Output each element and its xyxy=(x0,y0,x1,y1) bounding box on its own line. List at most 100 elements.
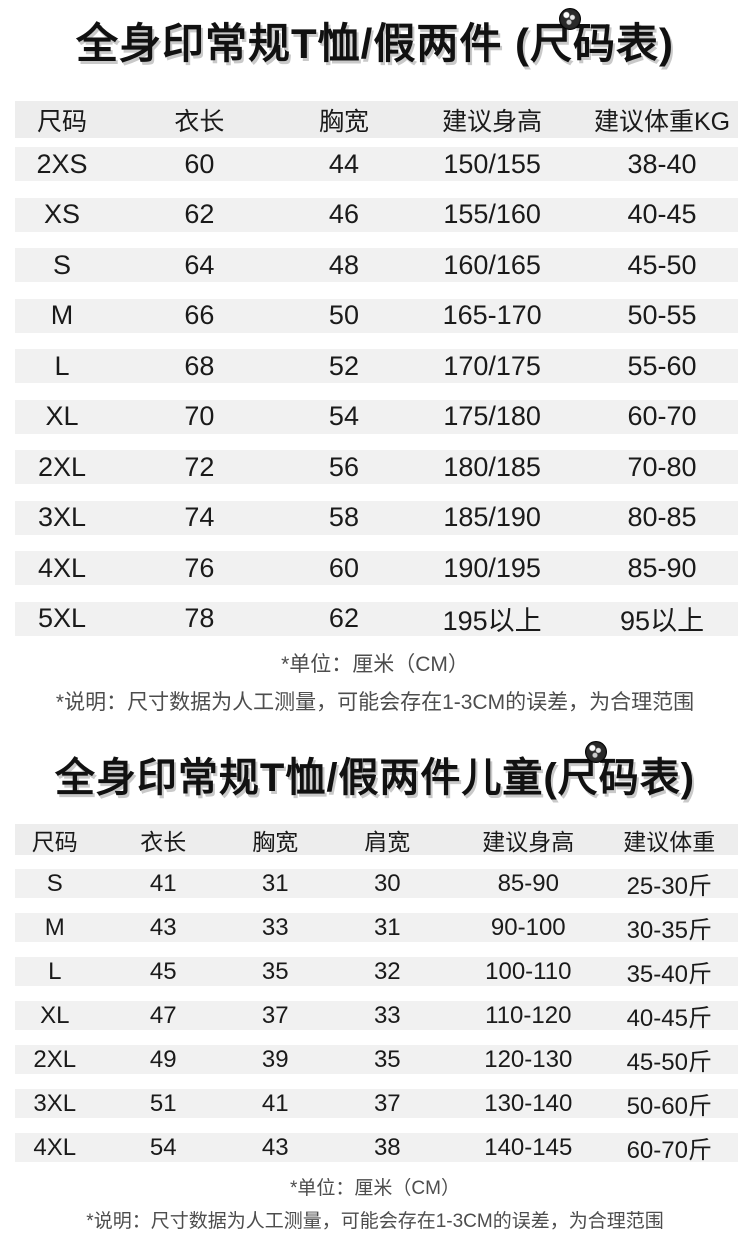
cell-weight: 85-90 xyxy=(627,552,697,583)
cell-length: 47 xyxy=(149,1001,177,1029)
header-cell-size: 尺码 xyxy=(36,107,87,136)
cell-height: 170/175 xyxy=(443,350,541,381)
cell-chest: 31 xyxy=(261,869,289,897)
cell-size: 2XS xyxy=(36,148,88,179)
title-ruler-char: 尺 xyxy=(530,8,581,73)
header-cell-weight: 建议体重 xyxy=(623,828,716,855)
measurement-note-kids: *说明：尺寸数据为人工测量，可能会存在1-3CM的误差，为合理范围 xyxy=(86,1211,664,1232)
cell-height: 165-170 xyxy=(442,300,542,330)
table-row: S 64 48 160/165 45-50 xyxy=(15,248,738,282)
cell-weight: 60-70 xyxy=(627,401,697,431)
table-row: 3XL 74 58 185/190 80-85 xyxy=(15,500,738,535)
cell-shoulder: 37 xyxy=(373,1089,401,1117)
cell-height: 120-130 xyxy=(484,1045,573,1073)
cell-length: 68 xyxy=(184,350,215,381)
cell-size: 4XL xyxy=(37,552,87,583)
kids-table-rows: S 41 31 30 85-90 25-30斤 M 43 33 31 90-10… xyxy=(15,869,738,1164)
cell-length: 41 xyxy=(149,869,177,897)
adult-size-table: 尺码 衣长 胸宽 建议身高 建议体重KG 2XS 60 44 150/155 3… xyxy=(0,101,750,636)
cell-size: M xyxy=(44,913,65,941)
table-row: S 41 31 30 85-90 25-30斤 xyxy=(15,869,738,900)
cell-size: XL xyxy=(40,1001,70,1029)
cell-length: 62 xyxy=(184,199,215,229)
cell-length: 51 xyxy=(149,1089,177,1117)
round-sticker-icon xyxy=(584,741,607,763)
header-cell-length: 衣长 xyxy=(140,828,187,855)
header-cell-chest: 胸宽 xyxy=(318,107,369,136)
page-title-adult: 全身印常规T恤/假两件 (尺 码表) xyxy=(0,0,750,73)
cell-height: 130-140 xyxy=(484,1089,573,1117)
cell-weight: 95以上 xyxy=(620,606,705,636)
cell-chest: 44 xyxy=(328,148,359,179)
header-cell-size: 尺码 xyxy=(31,828,78,855)
cell-chest: 39 xyxy=(261,1045,289,1073)
title-text-suffix: 码表) xyxy=(598,756,696,800)
cell-size: L xyxy=(54,350,70,381)
cell-length: 64 xyxy=(184,249,215,280)
cell-weight: 60-70斤 xyxy=(626,1137,712,1164)
measurement-note-adult: *说明：尺寸数据为人工测量，可能会存在1-3CM的误差，为合理范围 xyxy=(55,691,695,714)
table-row: XL 70 54 175/180 60-70 xyxy=(15,399,738,434)
cell-length: 74 xyxy=(184,502,215,532)
cell-chest: 62 xyxy=(328,603,359,633)
cell-weight: 45-50斤 xyxy=(626,1049,712,1076)
header-cell-length: 衣长 xyxy=(174,107,225,136)
cell-shoulder: 31 xyxy=(373,913,401,941)
cell-chest: 58 xyxy=(328,502,359,532)
title-text-suffix: 码表) xyxy=(573,20,674,67)
cell-weight: 30-35斤 xyxy=(626,917,712,944)
cell-size: L xyxy=(48,957,62,985)
cell-chest: 37 xyxy=(261,1001,289,1029)
table-row: 4XL 54 43 38 140-145 60-70斤 xyxy=(15,1133,738,1164)
header-cell-weight: 建议体重KG xyxy=(593,107,731,136)
header-cell-height: 建议身高 xyxy=(482,828,575,855)
cell-size: 2XL xyxy=(33,1045,77,1073)
cell-length: 43 xyxy=(149,913,177,941)
cell-size: 5XL xyxy=(37,603,87,633)
cell-length: 66 xyxy=(184,300,215,330)
cell-chest: 52 xyxy=(328,350,359,381)
round-sticker-icon xyxy=(559,8,581,30)
page-title-kids: 全身印常规T恤/假两件儿童(尺 码表) xyxy=(0,741,750,808)
cell-shoulder: 38 xyxy=(373,1133,401,1161)
cell-height: 190/195 xyxy=(443,552,541,583)
cell-weight: 35-40斤 xyxy=(626,961,712,988)
cell-height: 90-100 xyxy=(490,913,566,941)
cell-height: 150/155 xyxy=(443,148,541,179)
cell-height: 185/190 xyxy=(443,502,541,532)
adult-header-row: 尺码 衣长 胸宽 建议身高 建议体重KG xyxy=(15,101,738,138)
cell-height: 195以上 xyxy=(442,606,542,636)
title-ruler-glyph: 尺 xyxy=(557,756,599,800)
table-row: 4XL 76 60 190/195 85-90 xyxy=(15,551,738,585)
cell-weight: 25-30斤 xyxy=(626,873,712,900)
title-text-prefix: 全身印常规T恤/假两件 ( xyxy=(76,20,530,67)
cell-chest: 35 xyxy=(261,957,289,985)
cell-size: 4XL xyxy=(33,1133,77,1161)
cell-weight: 40-45 xyxy=(627,199,697,229)
cell-length: 70 xyxy=(184,401,215,431)
header-cell-chest: 胸宽 xyxy=(252,828,299,855)
cell-height: 85-90 xyxy=(497,869,559,897)
cell-length: 78 xyxy=(184,603,215,633)
cell-chest: 48 xyxy=(328,249,359,280)
cell-size: S xyxy=(52,249,71,280)
cell-chest: 50 xyxy=(328,300,359,330)
kids-header-row: 尺码 衣长 胸宽 肩宽 建议身高 建议体重 xyxy=(15,824,738,855)
unit-note-adult: *单位：厘米（CM） xyxy=(281,653,469,676)
cell-shoulder: 33 xyxy=(373,1001,401,1029)
cell-weight: 50-55 xyxy=(627,300,697,330)
cell-height: 100-110 xyxy=(485,957,572,985)
table-row: 2XS 60 44 150/155 38-40 xyxy=(15,147,738,181)
table-row: L 45 35 32 100-110 35-40斤 xyxy=(15,957,738,988)
cell-length: 54 xyxy=(149,1133,177,1161)
table-row: 2XL 72 56 180/185 70-80 xyxy=(15,450,738,484)
cell-shoulder: 35 xyxy=(373,1045,401,1073)
header-cell-height: 建议身高 xyxy=(442,107,543,136)
cell-size: XL xyxy=(45,401,79,431)
cell-weight: 50-60斤 xyxy=(626,1093,712,1120)
unit-note-kids: *单位：厘米（CM） xyxy=(290,1178,460,1199)
cell-height: 155/160 xyxy=(443,199,541,229)
cell-weight: 45-50 xyxy=(627,249,697,280)
cell-chest: 54 xyxy=(328,401,359,431)
